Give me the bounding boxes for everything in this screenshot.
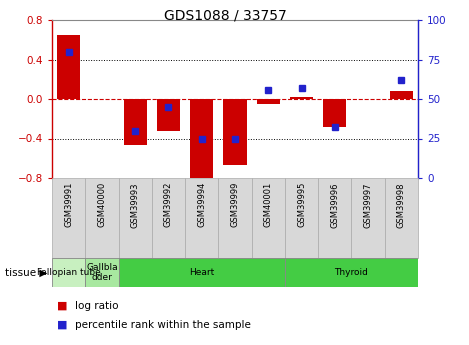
- Text: GSM39998: GSM39998: [397, 182, 406, 227]
- Text: GSM39993: GSM39993: [131, 182, 140, 227]
- Text: GSM39995: GSM39995: [297, 182, 306, 227]
- Text: percentile rank within the sample: percentile rank within the sample: [76, 320, 251, 330]
- Text: log ratio: log ratio: [76, 301, 119, 311]
- Text: GSM40000: GSM40000: [98, 182, 106, 227]
- Bar: [290, 97, 313, 99]
- Bar: [52, 178, 85, 258]
- Text: Heart: Heart: [189, 268, 214, 277]
- Text: tissue ▶: tissue ▶: [5, 267, 47, 277]
- Bar: [285, 258, 418, 287]
- Bar: [52, 258, 85, 287]
- Bar: [152, 178, 185, 258]
- Bar: [390, 91, 413, 99]
- Bar: [119, 178, 152, 258]
- Text: GSM39992: GSM39992: [164, 182, 173, 227]
- Bar: [385, 178, 418, 258]
- Text: GDS1088 / 33757: GDS1088 / 33757: [164, 9, 287, 23]
- Text: Thyroid: Thyroid: [334, 268, 368, 277]
- Text: Fallopian tube: Fallopian tube: [37, 268, 100, 277]
- Bar: [57, 35, 80, 99]
- Bar: [185, 178, 219, 258]
- Text: GSM39991: GSM39991: [64, 182, 73, 227]
- Bar: [85, 178, 119, 258]
- Bar: [323, 99, 347, 127]
- Text: GSM39997: GSM39997: [363, 182, 372, 227]
- Text: GSM39994: GSM39994: [197, 182, 206, 227]
- Bar: [157, 99, 180, 131]
- Bar: [219, 178, 252, 258]
- Bar: [123, 99, 147, 145]
- Text: GSM40001: GSM40001: [264, 182, 273, 227]
- Bar: [318, 178, 351, 258]
- Text: GSM39999: GSM39999: [230, 182, 240, 227]
- Bar: [190, 99, 213, 180]
- Bar: [285, 178, 318, 258]
- Bar: [252, 178, 285, 258]
- Text: ■: ■: [57, 301, 67, 311]
- Text: ■: ■: [57, 320, 67, 330]
- Bar: [351, 178, 385, 258]
- Bar: [119, 258, 285, 287]
- Bar: [223, 99, 247, 165]
- Text: GSM39996: GSM39996: [330, 182, 339, 227]
- Text: Gallbla
dder: Gallbla dder: [86, 263, 118, 282]
- Bar: [257, 99, 280, 104]
- Bar: [85, 258, 119, 287]
